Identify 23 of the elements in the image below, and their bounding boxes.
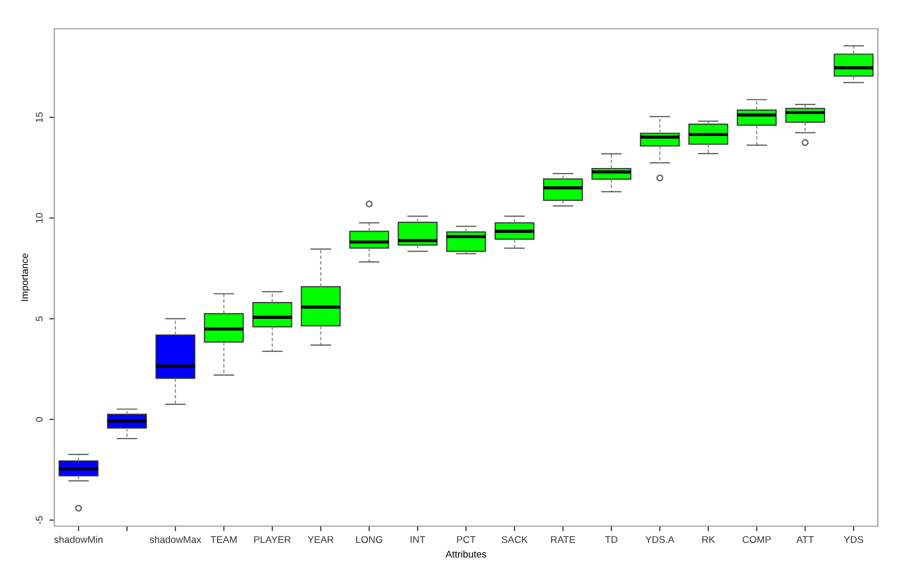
y-tick-label: 15 bbox=[36, 112, 43, 122]
x-tick-label: INT bbox=[410, 536, 426, 543]
y-axis-title: Importance bbox=[21, 254, 30, 301]
x-tick-label: PLAYER bbox=[254, 536, 291, 543]
x-tick-label: RATE bbox=[551, 536, 576, 543]
x-tick-label: shadowMin bbox=[54, 536, 102, 543]
y-tick-label: -5 bbox=[36, 516, 43, 524]
x-tick-label: COMP bbox=[742, 536, 771, 543]
x-axis-title: Attributes bbox=[446, 550, 486, 558]
x-tick-label: SACK bbox=[502, 536, 528, 543]
x-tick-label: TEAM bbox=[210, 536, 237, 543]
y-tick-label: 0 bbox=[36, 417, 43, 422]
x-tick-label: LONG bbox=[356, 536, 382, 543]
y-tick-label: 10 bbox=[36, 213, 43, 223]
x-tick-label: RK bbox=[702, 536, 715, 543]
x-tick-label: PCT bbox=[457, 536, 476, 543]
x-tick-label: ATT bbox=[796, 536, 814, 543]
x-tick-label: TD bbox=[605, 536, 618, 543]
x-tick-label: YDS.A bbox=[645, 536, 674, 543]
x-tick-label: YDS bbox=[844, 536, 864, 543]
x-tick-label: shadowMax bbox=[150, 536, 202, 543]
y-tick-label: 5 bbox=[36, 316, 43, 322]
x-tick-label: YEAR bbox=[308, 536, 334, 543]
